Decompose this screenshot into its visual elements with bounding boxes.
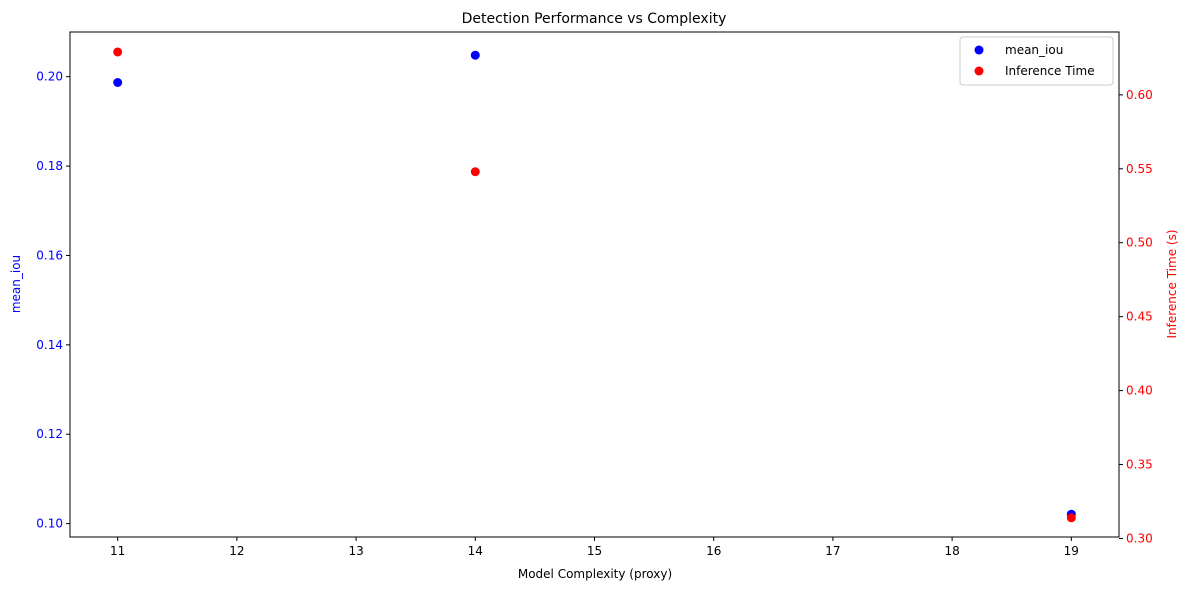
x-tick-label: 18 (944, 544, 959, 558)
y-right-tick-label: 0.30 (1126, 531, 1153, 545)
y-left-tick-label: 0.14 (36, 338, 63, 352)
x-tick-label: 16 (706, 544, 721, 558)
legend-marker (974, 45, 984, 55)
x-tick-label: 19 (1064, 544, 1079, 558)
y-left-tick-label: 0.20 (36, 70, 63, 84)
y-right-tick-label: 0.50 (1126, 236, 1153, 250)
chart-title: Detection Performance vs Complexity (462, 11, 727, 27)
x-tick-label: 14 (468, 544, 483, 558)
y-right-tick-label: 0.45 (1126, 310, 1153, 324)
x-axis-label: Model Complexity (proxy) (518, 567, 672, 581)
legend-label: mean_iou (1005, 43, 1063, 57)
mean-iou-point (470, 50, 480, 60)
x-tick-label: 13 (348, 544, 363, 558)
y-right-tick-label: 0.35 (1126, 458, 1153, 472)
y-axis-right-label: Inference Time (s) (1165, 229, 1179, 338)
y-right-tick-label: 0.60 (1126, 88, 1153, 102)
y-left-tick-label: 0.16 (36, 248, 63, 262)
inference-time-point (113, 47, 123, 57)
x-tick-label: 15 (587, 544, 602, 558)
y-axis-left-label: mean_iou (9, 255, 23, 313)
y-right-tick-label: 0.55 (1126, 162, 1153, 176)
inference-time-point (1066, 513, 1076, 523)
y-left-tick-label: 0.18 (36, 159, 63, 173)
legend-label: Inference Time (1005, 64, 1095, 78)
plot-frame (69, 31, 1120, 538)
x-tick-label: 11 (110, 544, 125, 558)
y-left-tick-label: 0.12 (36, 427, 63, 441)
legend-box (959, 36, 1114, 86)
plot-area: 11 12 13 14 15 16 17 18 19 0.10 0.12 0.14 0.16 0.18 0.… (36, 31, 1153, 558)
x-tick-label: 12 (229, 544, 244, 558)
legend-marker (974, 66, 984, 76)
x-tick-label: 17 (825, 544, 840, 558)
y-left-tick-label: 0.10 (36, 517, 63, 531)
inference-time-point (470, 167, 480, 177)
mean-iou-point (113, 78, 123, 87)
y-right-tick-label: 0.40 (1126, 384, 1153, 398)
